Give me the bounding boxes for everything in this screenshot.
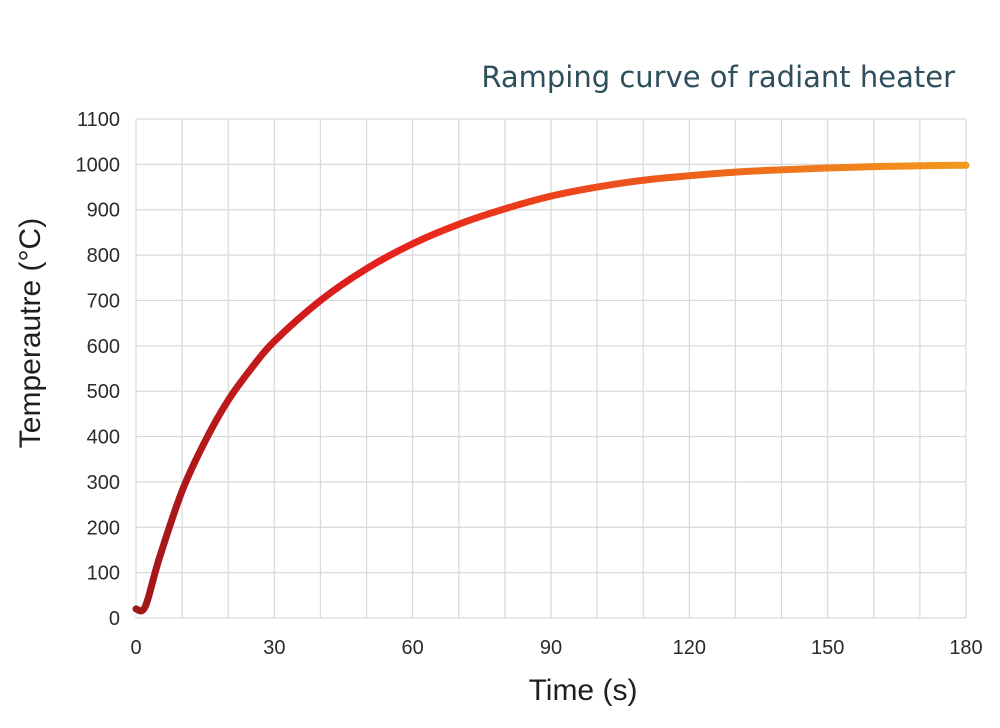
series-line-ramping-curve [132, 161, 970, 615]
y-tick-label: 100 [87, 563, 120, 585]
chart-title: Ramping curve of radiant heater [481, 60, 955, 94]
y-tick-label: 1000 [76, 154, 121, 176]
x-tick-label: 30 [263, 637, 285, 659]
x-tick-label: 180 [949, 637, 982, 659]
x-tick-label: 60 [402, 637, 424, 659]
x-tick-label: 90 [540, 637, 562, 659]
x-tick-label: 0 [130, 637, 141, 659]
x-tick-label: 150 [811, 637, 844, 659]
x-tick-label: 120 [673, 637, 706, 659]
y-tick-label: 400 [87, 427, 120, 449]
tick-labels: 0 30 60 90 120 150 180 0 100 200 300 400 500 600 700 80… [76, 109, 983, 659]
y-axis-title: Temperautre (°C) [14, 218, 47, 448]
y-tick-label: 1100 [77, 109, 120, 131]
series [132, 161, 970, 615]
x-axis-title: Time (s) [529, 674, 638, 707]
y-tick-label: 900 [87, 200, 120, 222]
y-tick-label: 500 [87, 381, 120, 403]
y-tick-label: 600 [87, 336, 120, 358]
y-tick-label: 700 [87, 290, 120, 312]
grid [135, 118, 967, 619]
y-tick-label: 200 [87, 517, 120, 539]
y-tick-label: 800 [87, 245, 120, 267]
y-tick-label: 300 [87, 472, 120, 494]
y-tick-label: 0 [109, 608, 120, 630]
